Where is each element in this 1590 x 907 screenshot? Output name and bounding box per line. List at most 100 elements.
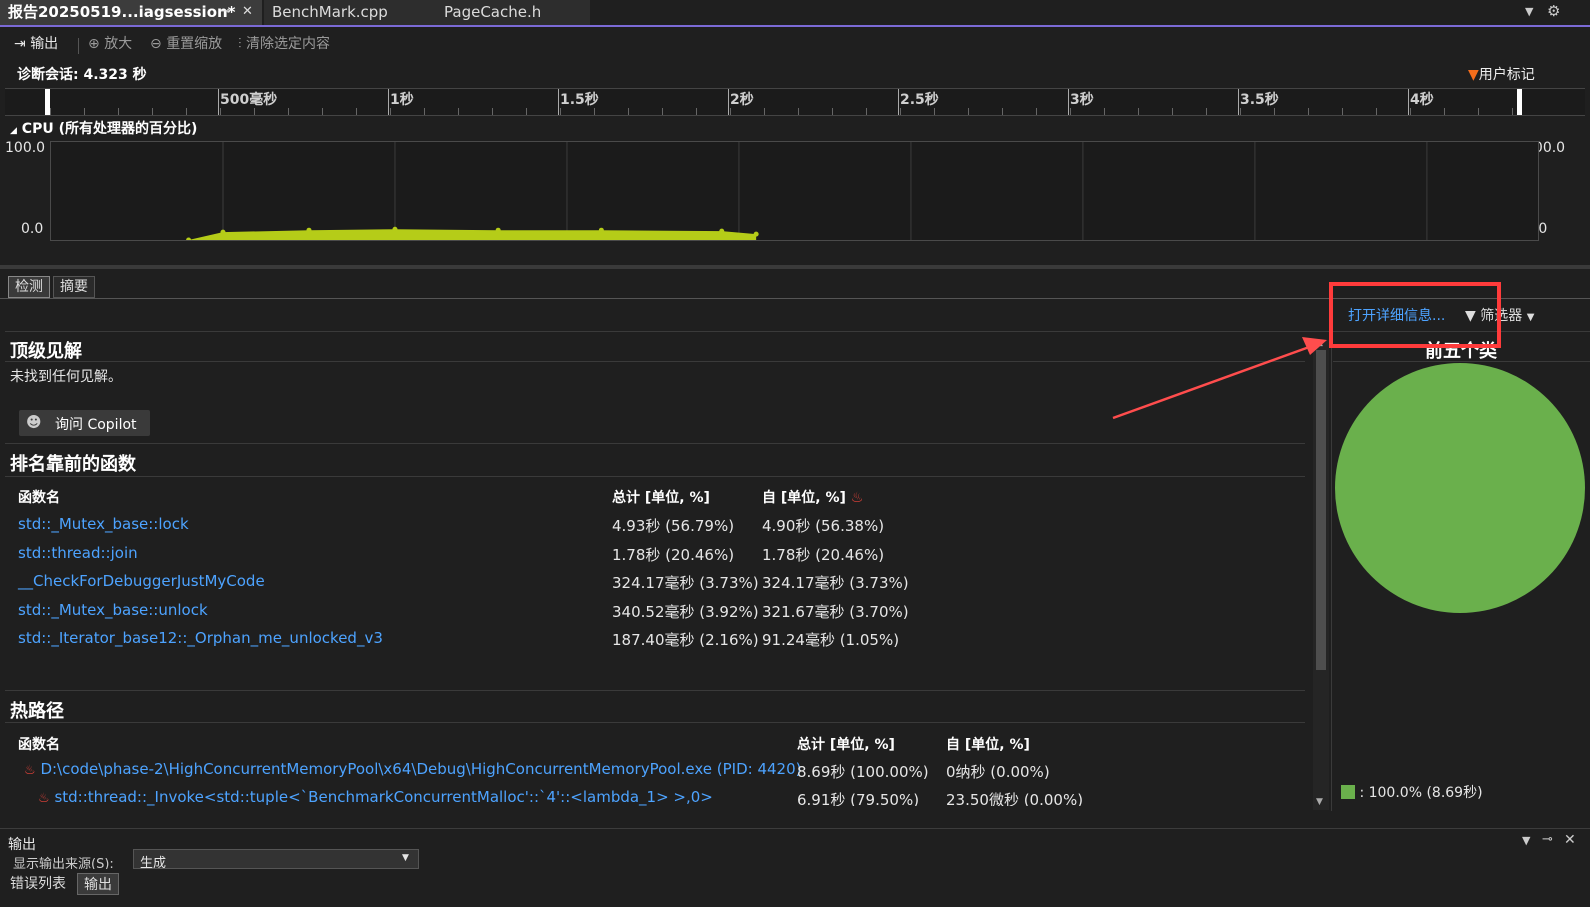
ruler-minor-tick [50,108,51,115]
hot-path-function[interactable]: std::thread::_Invoke<std::tuple<`Benchma… [54,788,713,806]
output-button-label: 输出 [30,36,59,52]
hot-path-total: 8.69秒 (100.00%) [797,763,929,781]
cpu-graph-header[interactable]: ◢ CPU (所有处理器的百分比) [10,118,197,138]
ruler-minor-tick [1070,108,1071,115]
pie-legend: : 100.0% (8.69秒) [1341,782,1483,802]
ruler-minor-tick [458,108,459,115]
range-start-handle[interactable] [45,89,50,115]
tab-label: BenchMark.cpp [272,3,388,21]
gear-icon[interactable]: ⚙ [1547,2,1561,20]
top-function-name[interactable]: std::_Mutex_base::lock [18,515,189,533]
zoom-in-label: 放大 [104,36,133,52]
filter-label: 筛选器 [1480,308,1523,324]
ruler-minor-tick [390,108,391,115]
panel-splitter[interactable] [0,265,1590,269]
flame-icon: ♨ [850,490,864,506]
document-tab-strip: 报告20250519...iagsession* ⊸ ✕ BenchMark.c… [0,0,1590,27]
ruler-tick-label: 1秒 [390,92,414,108]
range-end-handle[interactable] [1517,89,1522,115]
output-button[interactable]: ⇥ 输出 [14,34,58,54]
annotation-arrow-line [1112,344,1313,420]
scrollbar-thumb[interactable] [1316,350,1326,670]
scroll-up-icon[interactable]: ▲ [1316,338,1323,348]
top-function-name[interactable]: std::_Mutex_base::unlock [18,600,208,619]
open-details-link[interactable]: 打开详细信息... [1348,305,1445,325]
zoom-in-button[interactable]: ⊕ 放大 [88,34,132,54]
tab-list-dropdown-icon[interactable]: ▼ [1525,5,1534,18]
open-details-label: 打开详细信息... [1348,308,1446,324]
cpu-y-top-left: 100.0 [5,140,46,156]
hot-path-row[interactable]: ♨ D:\code\phase-2\HighConcurrentMemoryPo… [24,760,801,778]
pin-icon[interactable]: ⊸ [220,4,231,19]
reset-zoom-label: 重置缩放 [166,36,223,52]
col-self[interactable]: 自 [单位, %] ♨ [762,487,863,507]
pie-chart[interactable] [1334,362,1586,614]
pin-icon[interactable]: ⊸ [1542,832,1553,847]
col-total[interactable]: 总计 [单位, %] [612,490,710,506]
ruler-minor-tick [288,108,289,115]
top-function-name[interactable]: std::_Iterator_base12::_Orphan_me_unlock… [18,629,383,648]
ruler-minor-tick [356,108,357,115]
tab-output[interactable]: 输出 [77,873,119,895]
close-icon[interactable]: ✕ [1564,832,1576,848]
collapse-triangle-icon[interactable]: ◢ [10,126,17,136]
ruler-major-tick [898,89,899,115]
ruler-minor-tick [1444,108,1445,115]
output-source-select[interactable]: 生成 ▼ [133,849,419,869]
cpu-chart-area[interactable] [50,141,1539,241]
hot-path-function[interactable]: D:\code\phase-2\HighConcurrentMemoryPool… [40,760,802,778]
col-total[interactable]: 总计 [单位, %] [797,737,895,753]
ruler-minor-tick [866,108,867,115]
divider [5,690,1305,691]
toolbar-separator [78,38,79,54]
tab-report-diagsession[interactable]: 报告20250519...iagsession* [0,0,262,25]
tab-label: PageCache.h [444,3,542,21]
top-function-total: 324.17毫秒 (3.73%) [612,574,759,593]
pie-title: 前五个类 [1425,341,1497,362]
timeline-ruler[interactable]: 500毫秒 1秒 1.5秒 2秒 2.5秒 3秒 3.5秒 4秒 [5,88,1585,116]
filter-button[interactable]: ▼ 筛选器 ▼ [1465,305,1534,325]
tab-benchmark-cpp[interactable]: BenchMark.cpp [264,0,436,25]
tab-error-list[interactable]: 错误列表 [10,876,66,892]
tab-summary[interactable]: 摘要 [53,276,95,298]
close-icon[interactable]: ✕ [242,4,253,19]
reset-zoom-button[interactable]: ⊖ 重置缩放 [150,34,222,54]
ruler-major-tick [728,89,729,115]
tab-pagecache-h[interactable]: PageCache.h [436,0,590,25]
ruler-major-tick [218,89,219,115]
pane-divider [1331,331,1332,811]
ruler-tick-label: 3秒 [1070,92,1094,108]
scroll-down-icon[interactable]: ▼ [1316,797,1323,807]
ruler-minor-tick [1478,108,1479,115]
insights-title: 顶级见解 [10,341,82,362]
ruler-minor-tick [492,108,493,115]
cpu-y-bottom-left: 0.0 [21,221,44,237]
ruler-minor-tick [798,108,799,115]
pie-slice[interactable] [1335,363,1585,613]
user-marks-legend[interactable]: ▼用户标记 [1468,64,1535,84]
ruler-minor-tick [1512,108,1513,115]
divider [0,298,1590,299]
top-function-name[interactable]: __CheckForDebuggerJustMyCode [18,572,265,591]
ruler-major-tick [1238,89,1239,115]
ruler-minor-tick [84,108,85,115]
col-function-name[interactable]: 函数名 [18,490,60,506]
marker-triangle-icon: ▼ [1468,67,1479,83]
col-function-name[interactable]: 函数名 [18,737,60,753]
divider [5,476,1305,477]
top-function-total: 1.78秒 (20.46%) [612,545,735,564]
tab-detection[interactable]: 检测 [8,276,50,298]
top-function-name[interactable]: std::thread::join [18,543,138,562]
session-duration: 诊断会话: 4.323 秒 [17,67,147,83]
top-function-self: 1.78秒 (20.46%) [762,545,885,564]
ruler-minor-tick [764,108,765,115]
ask-copilot-button[interactable]: ☻ 询问 Copilot [19,410,150,436]
magnifier-icon: ⊖ [150,36,162,52]
hot-path-row[interactable]: ♨ std::thread::_Invoke<std::tuple<`Bench… [38,788,713,806]
ruler-minor-tick [968,108,969,115]
chevron-down-icon: ▼ [1526,312,1535,323]
cpu-data-point [719,228,725,234]
panel-options-icon[interactable]: ▼ [1522,834,1531,847]
col-self[interactable]: 自 [单位, %] [946,737,1030,753]
clear-selection-button[interactable]: ⫶ 清除选定内容 [238,34,330,54]
